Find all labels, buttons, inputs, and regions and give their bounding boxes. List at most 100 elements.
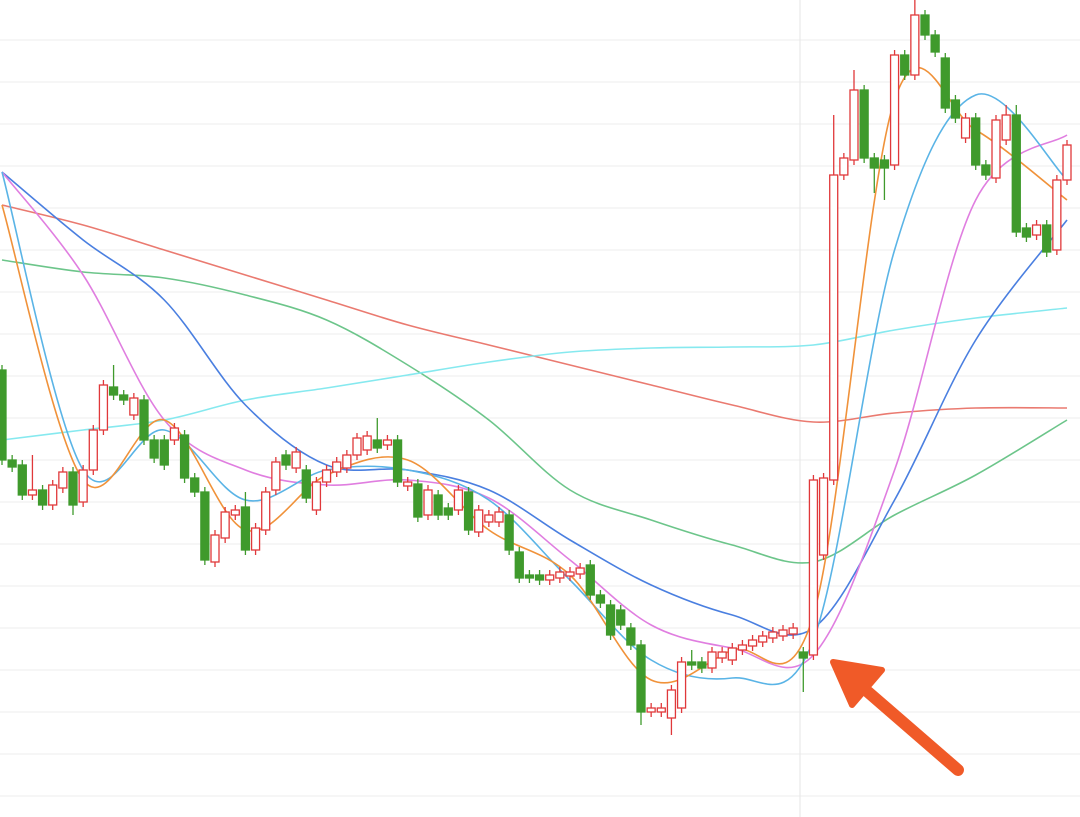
candle-body [565,571,575,577]
candle-body [758,635,768,643]
candle-body [484,514,494,523]
candle-body [585,564,595,596]
candle-body [768,631,778,639]
candle-body [291,451,301,469]
candle-body [687,661,697,666]
candle-body [0,369,7,461]
candle-body [453,489,464,511]
candle-body [869,157,879,169]
candle-body [575,567,585,575]
candle-body [778,629,788,637]
candle-body [37,489,48,506]
candle-body [889,54,900,166]
candle-body [504,514,514,551]
candle-body [362,435,372,451]
candle-body [707,651,717,669]
candle-body [717,651,727,659]
candle-body [1021,227,1032,238]
ma-line [1,259,1068,564]
candle-body [230,509,240,516]
candle-body [960,117,971,139]
candle-body [261,491,271,531]
ma-line [1,134,1068,669]
candle-body [1052,179,1062,251]
candle-body [240,506,251,551]
candle-body [1011,114,1021,233]
candle-body [78,469,88,503]
candle-body [981,164,991,176]
candle-body [271,461,281,491]
candle-body [747,639,758,647]
ma-line [1,307,1068,441]
arrow-head [830,659,885,708]
grid [0,39,1080,797]
arrow-shaft [862,686,964,776]
candle-body [321,469,332,483]
ma-line [1,67,1068,684]
candle-body [108,386,119,396]
arrow [830,659,964,776]
candle-body [666,689,677,719]
candle-body [829,174,839,481]
candle-body [372,439,382,449]
candle-body [616,609,626,626]
candle-body [200,491,210,561]
candle-body [301,469,311,499]
candle-body [392,439,403,483]
candle-body [930,34,940,53]
candle-body [88,429,98,471]
candle-body [971,117,981,166]
candle-body [220,511,230,539]
candle-body [463,491,474,531]
candle-body [991,119,1001,179]
candle-body [433,494,443,516]
ma-line [1,93,1068,686]
candles [0,0,1072,735]
candle-body [1001,114,1011,141]
candle-body [656,707,666,713]
candle-body [900,54,910,76]
candle-body [169,427,180,441]
candle-body [524,574,535,579]
candle-body [250,527,261,551]
candle-body [342,454,352,469]
candle-body [920,14,930,36]
candle-body [149,439,159,459]
candle-body [332,461,342,473]
candle-body [179,434,190,479]
candle-body [98,384,109,431]
candle-body [58,471,68,489]
candle-body [595,594,606,604]
candle-body [159,439,169,466]
candle-body [940,57,950,109]
candle-body [48,484,58,506]
candle-body [737,644,748,651]
candle-body [605,604,616,636]
candle-body [1042,224,1052,253]
candle-body [514,551,524,579]
candle-body [68,471,78,506]
candle-body [7,459,17,468]
candle-body [697,661,707,669]
candle-body [545,574,555,581]
candle-body [190,477,200,493]
candle-body [839,157,849,176]
candle-body [311,481,322,511]
candle-body [27,489,38,496]
ma-line [1,204,1068,423]
candle-body [534,574,545,581]
candle-body [403,481,413,487]
candle-body [808,479,819,656]
candle-body [950,99,961,119]
candle-body [413,483,423,518]
candle-body [281,454,291,466]
candle-body [788,627,798,635]
candle-body [818,477,829,556]
candle-body [859,89,869,159]
candle-body [798,651,808,659]
candle-body [1031,224,1042,236]
candle-body [210,534,220,563]
candle-body [423,489,433,516]
